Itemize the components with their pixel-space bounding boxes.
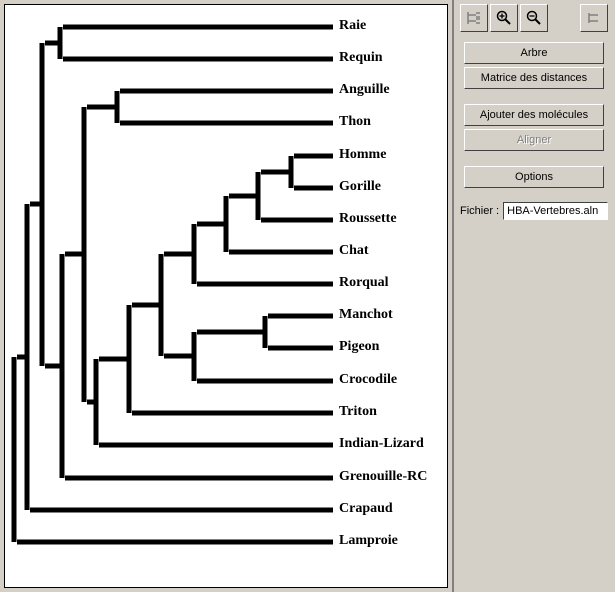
options-button[interactable]: Options — [464, 166, 604, 188]
toolbar — [460, 4, 608, 32]
tool-tree-icon[interactable] — [460, 4, 488, 32]
file-input[interactable]: HBA-Vertebres.aln — [503, 202, 608, 220]
leaf-label: Rorqual — [339, 275, 389, 291]
file-row: Fichier : HBA-Vertebres.aln — [460, 202, 608, 220]
arbre-button[interactable]: Arbre — [464, 42, 604, 64]
leaf-label: Requin — [339, 50, 383, 66]
leaf-label: Chat — [339, 243, 369, 259]
tool-branch-icon[interactable] — [580, 4, 608, 32]
leaf-label: Lamproie — [339, 533, 398, 549]
leaf-label: Triton — [339, 404, 377, 420]
leaf-label: Homme — [339, 147, 386, 163]
leaf-label: Indian-Lizard — [339, 436, 424, 452]
toolbar-spacer — [550, 4, 578, 32]
tree-panel: Raie Requin Anguille Thon Homme Gorille Rousse… — [4, 4, 448, 588]
side-panel: Arbre Matrice des distances Ajouter des … — [452, 0, 612, 592]
app-root: Raie Requin Anguille Thon Homme Gorille Rousse… — [0, 0, 615, 592]
file-label: Fichier : — [460, 205, 499, 217]
leaf-label: Pigeon — [339, 339, 379, 355]
leaf-label: Manchot — [339, 307, 393, 323]
leaf-label: Anguille — [339, 82, 390, 98]
leaf-label: Thon — [339, 114, 371, 130]
aligner-button: Aligner — [464, 129, 604, 151]
leaf-label: Grenouille-RC — [339, 469, 427, 485]
matrice-button[interactable]: Matrice des distances — [464, 67, 604, 89]
leaf-label: Roussette — [339, 211, 397, 227]
leaf-label: Raie — [339, 18, 366, 34]
leaf-label: Crapaud — [339, 501, 393, 517]
leaf-label: Crocodile — [339, 372, 397, 388]
leaf-label: Gorille — [339, 179, 381, 195]
zoom-in-icon[interactable] — [490, 4, 518, 32]
zoom-out-icon[interactable] — [520, 4, 548, 32]
ajouter-button[interactable]: Ajouter des molécules — [464, 104, 604, 126]
